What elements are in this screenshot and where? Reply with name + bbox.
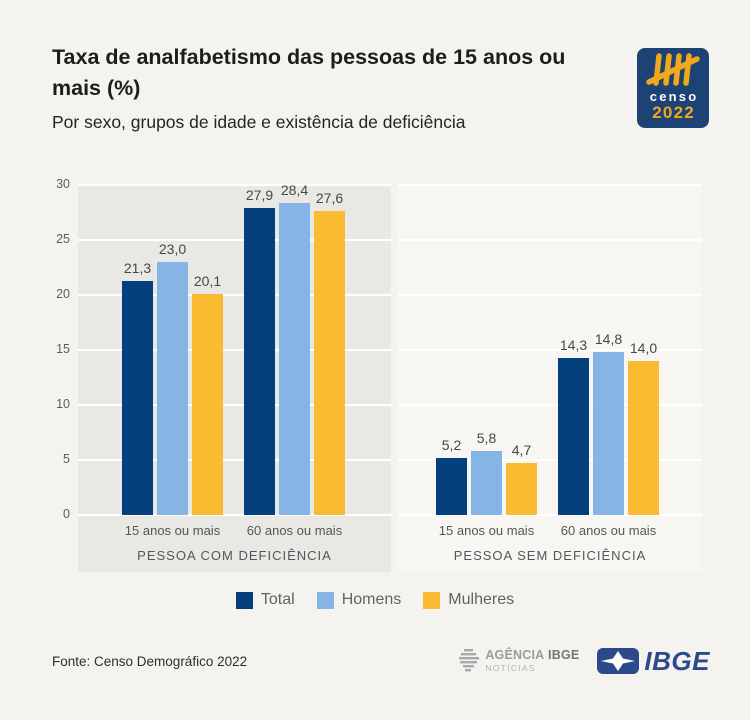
bar-mulheres bbox=[628, 361, 659, 515]
value-label: 4,7 bbox=[511, 442, 532, 458]
censo-2022-logo: censo 2022 bbox=[637, 48, 709, 128]
y-axis-tick-label: 15 bbox=[56, 342, 70, 356]
legend-swatch bbox=[423, 591, 441, 609]
page-subtitle: Por sexo, grupos de idade e existência d… bbox=[52, 112, 466, 132]
agencia-logo-title: AGÊNCIA IBGE bbox=[485, 647, 580, 662]
gridline bbox=[78, 294, 391, 296]
censo-logo-brand: censo bbox=[649, 89, 699, 104]
bar-total bbox=[558, 358, 589, 515]
gridline bbox=[78, 349, 391, 351]
brazil-map-icon bbox=[459, 649, 480, 672]
y-axis-tick-label: 0 bbox=[63, 507, 70, 521]
value-label: 5,8 bbox=[476, 430, 497, 446]
gridline bbox=[78, 184, 391, 186]
panel-background: 21,3 23,0 20,1 15 anos ou mais 27,9 28,4 27,6 6… bbox=[78, 182, 391, 572]
value-label: 5,2 bbox=[441, 437, 462, 453]
gridline bbox=[398, 294, 702, 296]
value-label: 14,0 bbox=[629, 340, 658, 356]
y-axis-tick-label: 5 bbox=[63, 452, 70, 466]
bar-mulheres bbox=[192, 294, 223, 515]
legend-item-total: Total bbox=[235, 591, 295, 609]
gridline bbox=[78, 514, 391, 516]
legend-swatch bbox=[235, 591, 253, 609]
tally-marks-icon bbox=[646, 53, 700, 86]
ibge-logo: IBGE bbox=[597, 647, 710, 675]
agencia-logo-text: AGÊNCIA IBGE NOTÍCIAS bbox=[485, 647, 580, 674]
bar-homens bbox=[593, 352, 624, 515]
gridline bbox=[78, 459, 391, 461]
agencia-logo-subtitle: NOTÍCIAS bbox=[485, 662, 536, 673]
panel-title: PESSOA SEM DEFICIÊNCIA bbox=[453, 548, 647, 563]
legend-item-mulheres: Mulheres bbox=[423, 591, 514, 609]
bar-homens bbox=[157, 262, 188, 515]
gridline bbox=[398, 184, 702, 186]
bar-homens bbox=[471, 451, 502, 515]
panel-background: 5,2 5,8 4,7 15 anos ou mais 14,3 14,8 14,0 60 a… bbox=[398, 184, 702, 572]
bar-total bbox=[436, 458, 467, 515]
value-label: 14,8 bbox=[594, 331, 623, 347]
panel-title: PESSOA COM DEFICIÊNCIA bbox=[137, 548, 332, 563]
bar-mulheres bbox=[506, 463, 537, 515]
page-title: Taxa de analfabetismo das pessoas de 15 … bbox=[52, 45, 566, 100]
legend-label: Homens bbox=[341, 591, 402, 608]
bar-total bbox=[122, 281, 153, 515]
legend-swatch bbox=[316, 591, 334, 609]
value-label: 21,3 bbox=[123, 260, 152, 276]
category-label: 60 anos ou mais bbox=[560, 523, 657, 538]
gridline bbox=[398, 349, 702, 351]
value-label: 28,4 bbox=[280, 182, 309, 198]
legend-item-homens: Homens bbox=[316, 591, 402, 609]
agencia-ibge-noticias-logo: AGÊNCIA IBGE NOTÍCIAS bbox=[458, 648, 579, 674]
category-label: 60 anos ou mais bbox=[246, 523, 343, 538]
gridline bbox=[398, 514, 702, 516]
y-axis-tick-label: 25 bbox=[56, 232, 70, 246]
value-label: 20,1 bbox=[193, 273, 222, 289]
y-axis-tick-label: 30 bbox=[56, 177, 70, 191]
category-label: 15 anos ou mais bbox=[438, 523, 535, 538]
chart-legend: Total Homens Mulheres bbox=[0, 591, 750, 609]
bar-homens bbox=[279, 203, 310, 515]
value-label: 14,3 bbox=[559, 337, 588, 353]
legend-label: Total bbox=[260, 591, 295, 608]
gridline bbox=[78, 404, 391, 406]
value-label: 27,6 bbox=[315, 190, 344, 206]
value-label: 27,9 bbox=[245, 187, 274, 203]
ibge-logo-wordmark: IBGE bbox=[644, 646, 710, 676]
censo-logo-year: 2022 bbox=[652, 103, 695, 122]
footer-logos: AGÊNCIA IBGE NOTÍCIAS IBGE bbox=[458, 645, 710, 677]
source-note: Fonte: Censo Demográfico 2022 bbox=[52, 654, 248, 669]
legend-label: Mulheres bbox=[448, 591, 515, 608]
bar-mulheres bbox=[314, 211, 345, 515]
gridline bbox=[398, 239, 702, 241]
bar-total bbox=[244, 208, 275, 515]
y-axis-tick-label: 10 bbox=[56, 397, 70, 411]
gridline bbox=[398, 404, 702, 406]
value-label: 23,0 bbox=[158, 241, 187, 257]
y-axis-tick-label: 20 bbox=[56, 287, 70, 301]
ibge-star-icon bbox=[597, 648, 640, 674]
gridline bbox=[398, 459, 702, 461]
category-label: 15 anos ou mais bbox=[124, 523, 221, 538]
gridline bbox=[78, 239, 391, 241]
